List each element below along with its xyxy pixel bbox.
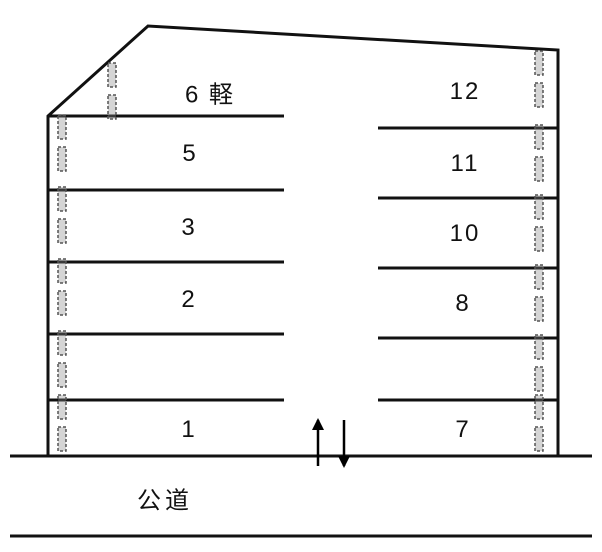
slot-label-8: 8 [455, 290, 470, 318]
wheel-stop [58, 147, 66, 171]
wheel-stop [58, 291, 66, 315]
wheel-stop [58, 363, 66, 387]
wheel-stop [58, 115, 66, 139]
parking-diagram: 6 軽 5 3 2 1 12 11 10 8 7 公道 [0, 0, 602, 552]
slot-label-6: 6 軽 [185, 75, 235, 110]
slot-label-1: 1 [181, 416, 196, 444]
wheel-stop [535, 83, 543, 107]
wheel-stop [535, 335, 543, 359]
entrance-arrow-down [338, 420, 350, 468]
lot-outline [48, 26, 558, 456]
wheel-stop [58, 427, 66, 451]
slot-label-2: 2 [181, 286, 196, 314]
wheel-stop [108, 63, 116, 87]
wheel-stop [58, 395, 66, 419]
wheel-stop [58, 259, 66, 283]
wheel-stop [535, 157, 543, 181]
slot-label-12: 12 [450, 78, 481, 106]
wheel-stop [535, 427, 543, 451]
wheel-stop [535, 297, 543, 321]
wheel-stop [535, 125, 543, 149]
wheel-stop [535, 265, 543, 289]
slot-label-3: 3 [181, 214, 196, 242]
road-label: 公道 [137, 481, 193, 516]
line-layer [0, 0, 602, 552]
wheel-stop [535, 51, 543, 75]
wheel-stop [535, 367, 543, 391]
wheel-stop [535, 395, 543, 419]
wheel-stop [535, 227, 543, 251]
wheel-stop [108, 95, 116, 119]
slot-label-7: 7 [455, 416, 470, 444]
wheel-stop [58, 331, 66, 355]
wheel-stop [535, 195, 543, 219]
wheel-stop [58, 219, 66, 243]
slot-label-5: 5 [182, 140, 197, 168]
entrance-arrow-up [312, 418, 324, 466]
slot-label-10: 10 [450, 220, 481, 248]
slot-label-11: 11 [451, 150, 480, 178]
wheel-stop [58, 187, 66, 211]
